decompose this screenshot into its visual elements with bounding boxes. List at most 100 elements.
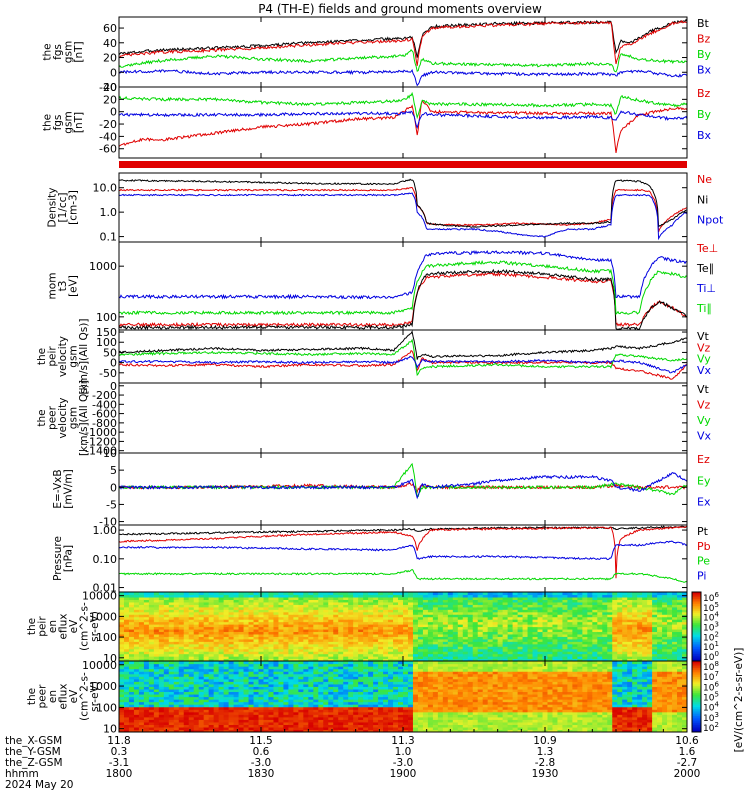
legend-entry-Ne: Ne [697,173,712,186]
legend-entry-Vt: Vt [697,330,710,343]
x-row-label: the_Z-GSM [5,757,63,769]
heatmap-peir-en-eflux [119,592,687,661]
y-tick-label: 50 [103,346,117,359]
y-tick-label: 10000 [82,590,117,603]
panel-frame [118,382,688,454]
y-axis-label-line: [1/cc] [57,193,69,223]
y-tick-label: 10 [103,447,117,460]
legend-entry-Vx: Vx [697,364,712,377]
series-line-Bx [119,110,687,130]
panel-peir-velocity: 150100500-50thepeirvelocitygsm[km/s](All… [36,319,711,395]
series-group-fgs-gsm-components [119,91,687,153]
y-tick-label: 0.1 [100,231,118,244]
y-tick-label: -1000 [85,426,117,439]
status-bar-fill [119,161,687,168]
x-axis: the_X-GSM 11.8 11.5 11.3 10.9 10.6 the_Y-GSM 0.… [5,17,745,791]
legend-entry-Ti∥: Ti∥ [696,302,712,315]
y-axis-label-line: [nT] [73,41,85,62]
legend-entry-By: By [697,48,712,61]
legend-entry-Ex: Ex [697,496,711,509]
x-row-value: 0.3 [111,746,128,758]
y-tick-label: -50 [99,367,117,380]
y-axis-label-line: fgs [52,44,64,60]
x-row-value: 11.3 [391,735,414,747]
series-line-Vz [119,350,687,380]
series-line-Bz [119,99,687,153]
x-row-value: 11.8 [107,735,130,747]
y-tick-label: 0.10 [93,553,118,566]
y-axis-label-line: eflux [57,614,69,640]
legend-entry-Vt: Vt [697,383,710,396]
legend-entry-Pe: Pe [697,555,710,568]
y-axis-label-line: the [41,43,53,60]
x-row-value: 11.5 [249,735,272,747]
y-tick-label: 0.01 [93,582,118,595]
y-axis-label-line: fgs [52,115,64,131]
y-axis-label-line: [nPa] [62,545,74,572]
y-tick-label: 60 [103,22,117,35]
series-line-By [119,48,687,73]
x-row-value: 1800 [106,768,133,780]
legend-entry-Npot: Npot [697,214,724,227]
legend-entry-Bt: Bt [697,17,710,30]
y-axis-label-line: gsm [68,407,80,429]
legend-entry-Vz: Vz [697,341,711,354]
y-tick-label: 0 [110,380,117,393]
y-tick-label: 1000 [89,260,117,273]
x-row-value: -3.0 [393,757,414,769]
y-axis-label-line: sr-eV) [89,681,101,712]
y-axis-label-line: velocity [57,336,69,377]
y-axis-label-line: the [26,688,38,705]
panel-frame [118,16,688,88]
y-tick-label: 100 [96,311,117,324]
y-axis-label-line: [eV] [68,275,80,297]
legend-entry-Vy: Vy [697,353,711,366]
y-axis-label-line: [km/s](All Qs)] [78,380,90,456]
y-tick-label: 1000 [89,680,117,693]
series-group-fgs-gsm [119,18,687,87]
y-axis-label-line: the [36,409,48,426]
plot-title: P4 (TH-E) fields and ground moments over… [258,2,542,16]
x-row-value: 1.6 [679,746,696,758]
y-tick-label: -1200 [85,435,117,448]
x-row-value: 10.6 [675,735,699,747]
y-axis-label-line: (cm^2-s- [78,602,90,651]
y-tick-label: -200 [92,389,117,402]
y-tick-label: -800 [92,417,117,430]
series-line-Te⊥ [119,271,687,328]
y-axis-label-line: eV [68,619,80,633]
y-axis-label-line: en [47,690,59,703]
y-tick-label: 100 [96,701,117,714]
x-row-value: 1.3 [537,746,554,758]
y-axis-label-line: (cm^2-s- [78,672,90,721]
y-tick-label: 40 [103,37,117,50]
y-axis-label-line: gsm [62,111,74,133]
series-line-Vx [119,355,687,374]
x-row-value: 1.0 [395,746,412,758]
series-line-Pe [119,568,687,583]
legend-entry-Ey: Ey [697,474,711,487]
y-axis-label-line: E=-VxB [52,469,64,508]
date-label: 2024 May 20 [5,779,73,791]
x-row-value: -3.1 [109,757,130,769]
x-row-value: 1830 [248,768,275,780]
series-line-Ex [119,472,687,500]
series-line-Npot [119,192,687,241]
series-line-Bx [119,68,687,87]
y-tick-label: 10000 [82,659,117,672]
y-axis-label-line: Pressure [52,536,64,581]
y-tick-label: -40 [99,130,117,143]
y-tick-label: -5 [106,498,117,511]
y-tick-label: -600 [92,408,117,421]
legend-entry-Vy: Vy [697,414,711,427]
x-row-value: -2.7 [677,757,698,769]
y-tick-label: 20 [103,52,117,65]
x-row-value: 2000 [674,768,701,780]
panel-frame [118,86,688,159]
